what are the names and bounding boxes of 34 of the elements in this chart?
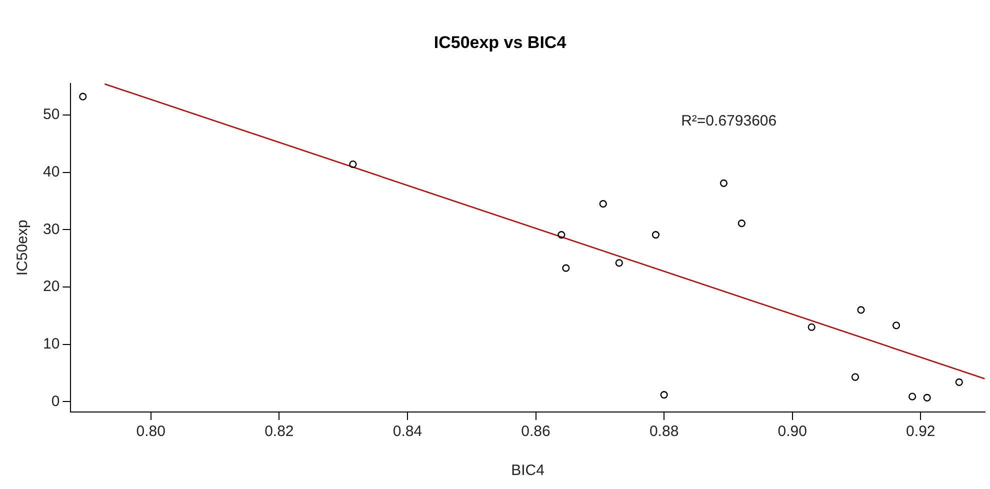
- point: [558, 230, 566, 239]
- y-tick-label: 20: [42, 278, 60, 296]
- x-tick-label: 0.82: [264, 423, 294, 440]
- point: [79, 92, 87, 100]
- x-tick-label: 0.80: [136, 423, 166, 440]
- point: [851, 373, 860, 381]
- y-tick-label: 50: [42, 106, 60, 124]
- y-tick-label: 10: [42, 335, 60, 352]
- point: [808, 323, 816, 331]
- y-tick-label: 40: [42, 163, 60, 180]
- chart-title: IC50exp vs BIC4: [434, 32, 567, 52]
- point: [923, 394, 931, 402]
- point: [892, 322, 900, 330]
- x-axis-title: BIC4: [511, 462, 544, 480]
- x-tick-label: 0.90: [778, 423, 807, 440]
- point: [955, 378, 963, 386]
- point: [652, 230, 660, 239]
- point: [908, 392, 916, 400]
- point: [720, 179, 728, 187]
- x-tick-label: 0.88: [649, 423, 679, 440]
- point: [738, 220, 746, 228]
- point: [615, 259, 623, 267]
- y-tick-label: 0: [51, 392, 60, 410]
- point: [857, 306, 865, 314]
- x-tick-label: 0.84: [392, 423, 422, 440]
- point: [349, 160, 357, 168]
- point: [599, 200, 607, 208]
- annotation: R²=0.6793606: [681, 112, 777, 130]
- point: [660, 390, 668, 399]
- point: [562, 264, 570, 272]
- y-axis-title: IC50exp: [14, 220, 32, 276]
- x-tick-label: 0.86: [521, 423, 550, 440]
- x-tick-label: 0.92: [906, 423, 936, 440]
- y-tick-label: 30: [42, 220, 60, 238]
